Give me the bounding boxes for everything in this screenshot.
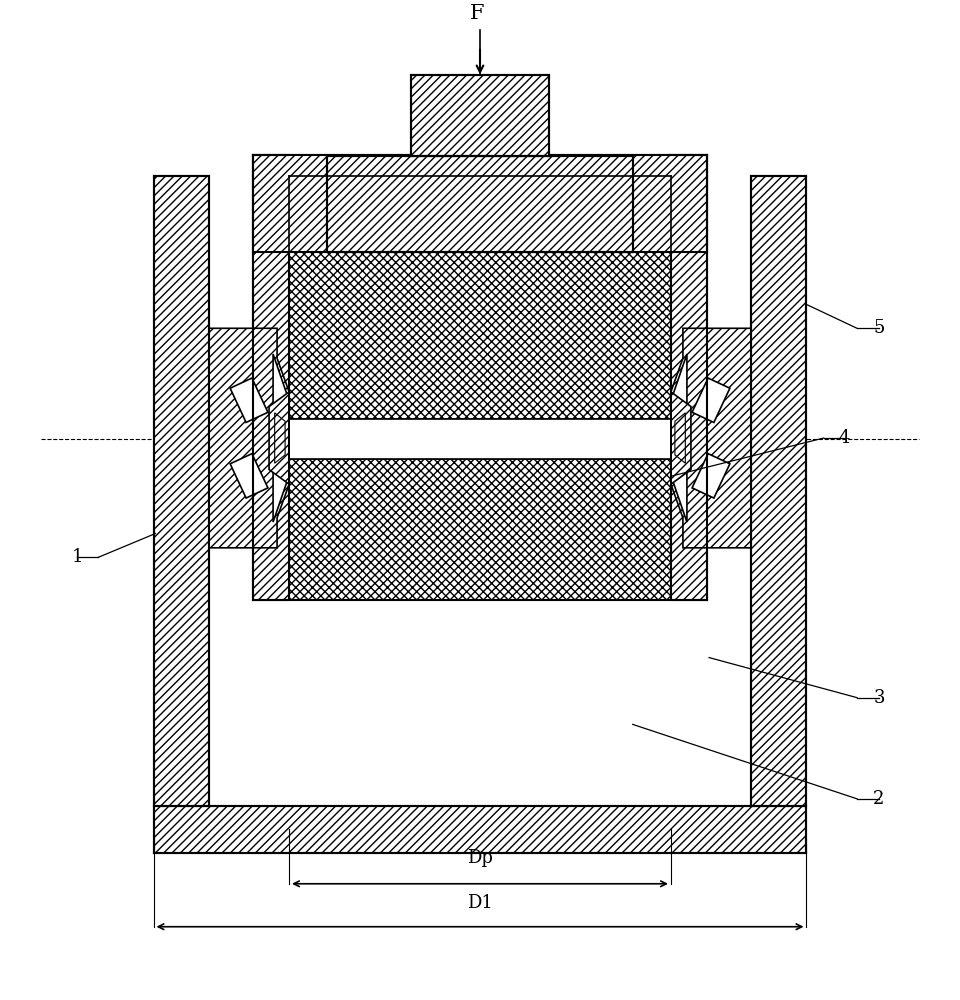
Polygon shape — [692, 454, 730, 498]
Bar — [289, 459, 671, 600]
Bar — [252, 155, 708, 252]
Text: 5: 5 — [874, 319, 885, 337]
Bar — [154, 176, 209, 806]
Bar — [289, 252, 671, 419]
Polygon shape — [230, 378, 268, 422]
Polygon shape — [671, 392, 691, 484]
Bar — [671, 176, 708, 600]
Bar — [154, 806, 806, 853]
Bar — [327, 156, 633, 252]
Bar — [289, 419, 671, 459]
Polygon shape — [692, 378, 730, 422]
Text: 4: 4 — [839, 429, 851, 447]
Text: D1: D1 — [468, 894, 492, 912]
Polygon shape — [675, 413, 685, 463]
Polygon shape — [230, 454, 268, 498]
Text: Dp: Dp — [468, 849, 492, 867]
Polygon shape — [671, 328, 751, 548]
Text: 2: 2 — [874, 790, 885, 808]
Bar — [252, 155, 708, 176]
Text: F: F — [469, 4, 485, 23]
Polygon shape — [273, 354, 287, 522]
Text: 1: 1 — [71, 548, 83, 566]
Bar — [751, 176, 806, 806]
Bar — [252, 176, 289, 600]
Polygon shape — [673, 354, 687, 522]
Polygon shape — [269, 392, 289, 484]
Polygon shape — [275, 413, 285, 463]
Polygon shape — [209, 328, 289, 548]
Text: 3: 3 — [874, 689, 885, 707]
Bar — [411, 75, 549, 156]
